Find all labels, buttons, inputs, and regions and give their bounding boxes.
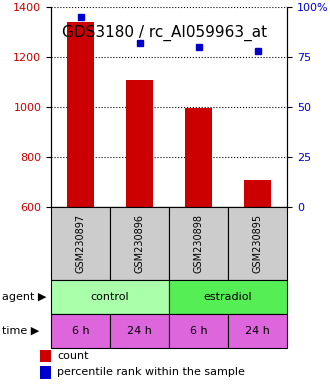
Text: GSM230896: GSM230896 xyxy=(135,214,145,273)
Bar xyxy=(169,314,228,348)
Text: 24 h: 24 h xyxy=(127,326,152,336)
Bar xyxy=(40,350,51,362)
Text: GDS3180 / rc_AI059963_at: GDS3180 / rc_AI059963_at xyxy=(62,25,268,41)
Text: GSM230897: GSM230897 xyxy=(76,214,86,273)
Text: count: count xyxy=(57,351,89,361)
Text: estradiol: estradiol xyxy=(204,292,252,302)
Bar xyxy=(51,280,169,314)
Text: GSM230898: GSM230898 xyxy=(194,214,204,273)
Text: 6 h: 6 h xyxy=(72,326,89,336)
Text: percentile rank within the sample: percentile rank within the sample xyxy=(57,367,245,377)
Bar xyxy=(244,180,271,207)
Bar xyxy=(110,207,169,280)
Bar xyxy=(110,314,169,348)
Text: 6 h: 6 h xyxy=(190,326,208,336)
Bar xyxy=(67,22,94,207)
Bar xyxy=(228,314,287,348)
Text: 24 h: 24 h xyxy=(245,326,270,336)
Bar xyxy=(51,207,110,280)
Bar xyxy=(51,314,110,348)
Text: agent ▶: agent ▶ xyxy=(2,292,46,302)
Bar xyxy=(228,207,287,280)
Bar xyxy=(169,280,287,314)
Text: GSM230895: GSM230895 xyxy=(252,214,263,273)
Bar xyxy=(40,366,51,379)
Bar xyxy=(185,108,212,207)
Bar xyxy=(126,79,153,207)
Text: control: control xyxy=(91,292,129,302)
Text: time ▶: time ▶ xyxy=(2,326,39,336)
Bar xyxy=(169,207,228,280)
